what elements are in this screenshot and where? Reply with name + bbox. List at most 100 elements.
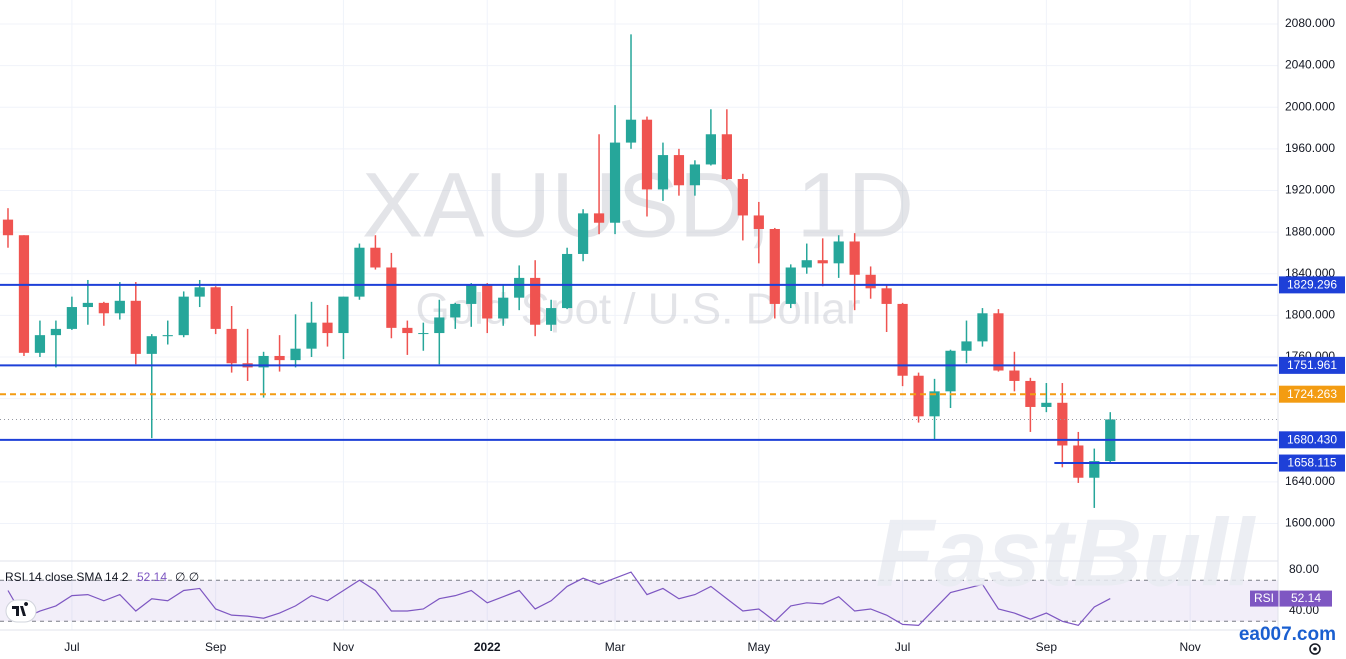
candle-body (929, 391, 940, 417)
candle-body (993, 313, 1004, 371)
candle-body (386, 267, 397, 328)
candle-body (1073, 445, 1084, 478)
candle-body (418, 333, 429, 335)
candle-body (609, 142, 621, 223)
level-tag-label: 1680.430 (1287, 432, 1337, 446)
candle-body (769, 228, 780, 304)
candle-body (530, 277, 541, 325)
level-tag-label: 1724.263 (1287, 387, 1337, 401)
candle-body (657, 155, 669, 190)
level-tag (1279, 454, 1345, 472)
candle-body (226, 328, 237, 364)
candle-body (434, 317, 445, 334)
y-tick-label: 1640.000 (1285, 474, 1335, 488)
candle-body (146, 336, 157, 354)
x-tick-label: Jul (64, 640, 79, 654)
candle-body (1041, 402, 1052, 407)
candle-body (1057, 402, 1068, 446)
rsi-tag (1250, 590, 1332, 607)
candle-body (641, 119, 653, 190)
rsi-tag-name: RSI (1254, 591, 1274, 605)
level-tag (1279, 431, 1345, 449)
rsi-line (7, 571, 1111, 627)
x-tick-label: Jul (895, 640, 910, 654)
candle-body (945, 350, 956, 392)
y-tick-label: 1880.000 (1285, 224, 1335, 238)
y-tick-label: 2040.000 (1285, 58, 1335, 72)
x-tick-label: 2022 (474, 640, 501, 654)
candle-body (178, 296, 189, 336)
candle-body (98, 302, 109, 314)
y-tick-label: 2080.000 (1285, 16, 1335, 30)
rsi-tick-label: 40.00 (1289, 603, 1319, 617)
candle-body (290, 348, 301, 361)
candle-body (34, 335, 46, 353)
candle-body (466, 285, 477, 304)
candle-body (737, 179, 748, 216)
candle-body (865, 274, 876, 289)
rsi-tick-label: 80.00 (1289, 562, 1319, 576)
candle-body (450, 303, 461, 318)
candle-body (881, 288, 892, 304)
candle-body (18, 235, 30, 353)
level-tag-label: 1751.961 (1287, 358, 1337, 372)
x-tick-label: Nov (333, 640, 354, 654)
candle-body (673, 155, 685, 186)
candle-body (130, 300, 141, 354)
rsi-legend: RSI 14 close SMA 14 2 (5, 570, 129, 584)
candle-body (402, 327, 413, 334)
settings-icon[interactable] (1309, 643, 1321, 655)
y-tick-label: 1920.000 (1285, 183, 1335, 197)
level-tag-label: 1829.296 (1287, 278, 1337, 292)
candle-body (801, 260, 812, 268)
candle-body (961, 341, 972, 351)
candle-body (482, 285, 493, 319)
candle-body (1089, 461, 1100, 478)
candle-body (114, 300, 125, 314)
candle-body (274, 355, 285, 361)
candle-body (721, 134, 732, 180)
candle-body (753, 215, 764, 229)
candle-body (705, 134, 716, 165)
y-tick-label: 1800.000 (1285, 308, 1335, 322)
candle-body (593, 213, 605, 223)
candle-body (977, 313, 988, 342)
candle-body (498, 297, 509, 319)
candle-body (625, 119, 637, 143)
x-tick-label: Nov (1179, 640, 1200, 654)
site-watermark: ea007.com (1239, 624, 1336, 645)
candle-body (2, 219, 14, 236)
candle-body (66, 307, 77, 329)
candle-body (897, 303, 908, 376)
candle-body (370, 247, 381, 268)
level-tag (1279, 356, 1345, 374)
x-tick-label: May (747, 640, 770, 654)
candle-body (913, 375, 924, 417)
brand-watermark: FastBull (876, 499, 1257, 606)
x-tick-label: Mar (605, 640, 626, 654)
rsi-tag-value: 52.14 (1291, 591, 1321, 605)
y-tick-label: 2000.000 (1285, 99, 1335, 113)
level-tag (1279, 385, 1345, 403)
rsi-legend-sma: ∅ ∅ (175, 570, 199, 584)
tradingview-logo (5, 599, 37, 623)
candle-body (577, 213, 589, 254)
candle-body (546, 308, 557, 325)
candle-body (210, 287, 221, 329)
candle-body (338, 296, 349, 334)
candle-body (82, 302, 93, 308)
candle-body (306, 322, 317, 349)
symbol-watermark: XAUUSD, 1D (362, 154, 914, 256)
y-tick-label: 1960.000 (1285, 141, 1335, 155)
candle-body (1009, 370, 1020, 381)
candle-body (258, 355, 269, 368)
candle-body (322, 322, 333, 334)
candle-body (50, 328, 62, 336)
level-tag-label: 1658.115 (1287, 456, 1336, 470)
candle-body (194, 287, 205, 297)
candle-body (833, 241, 844, 264)
rsi-legend-value: 52.14 (137, 570, 167, 584)
candle-body (162, 335, 173, 337)
